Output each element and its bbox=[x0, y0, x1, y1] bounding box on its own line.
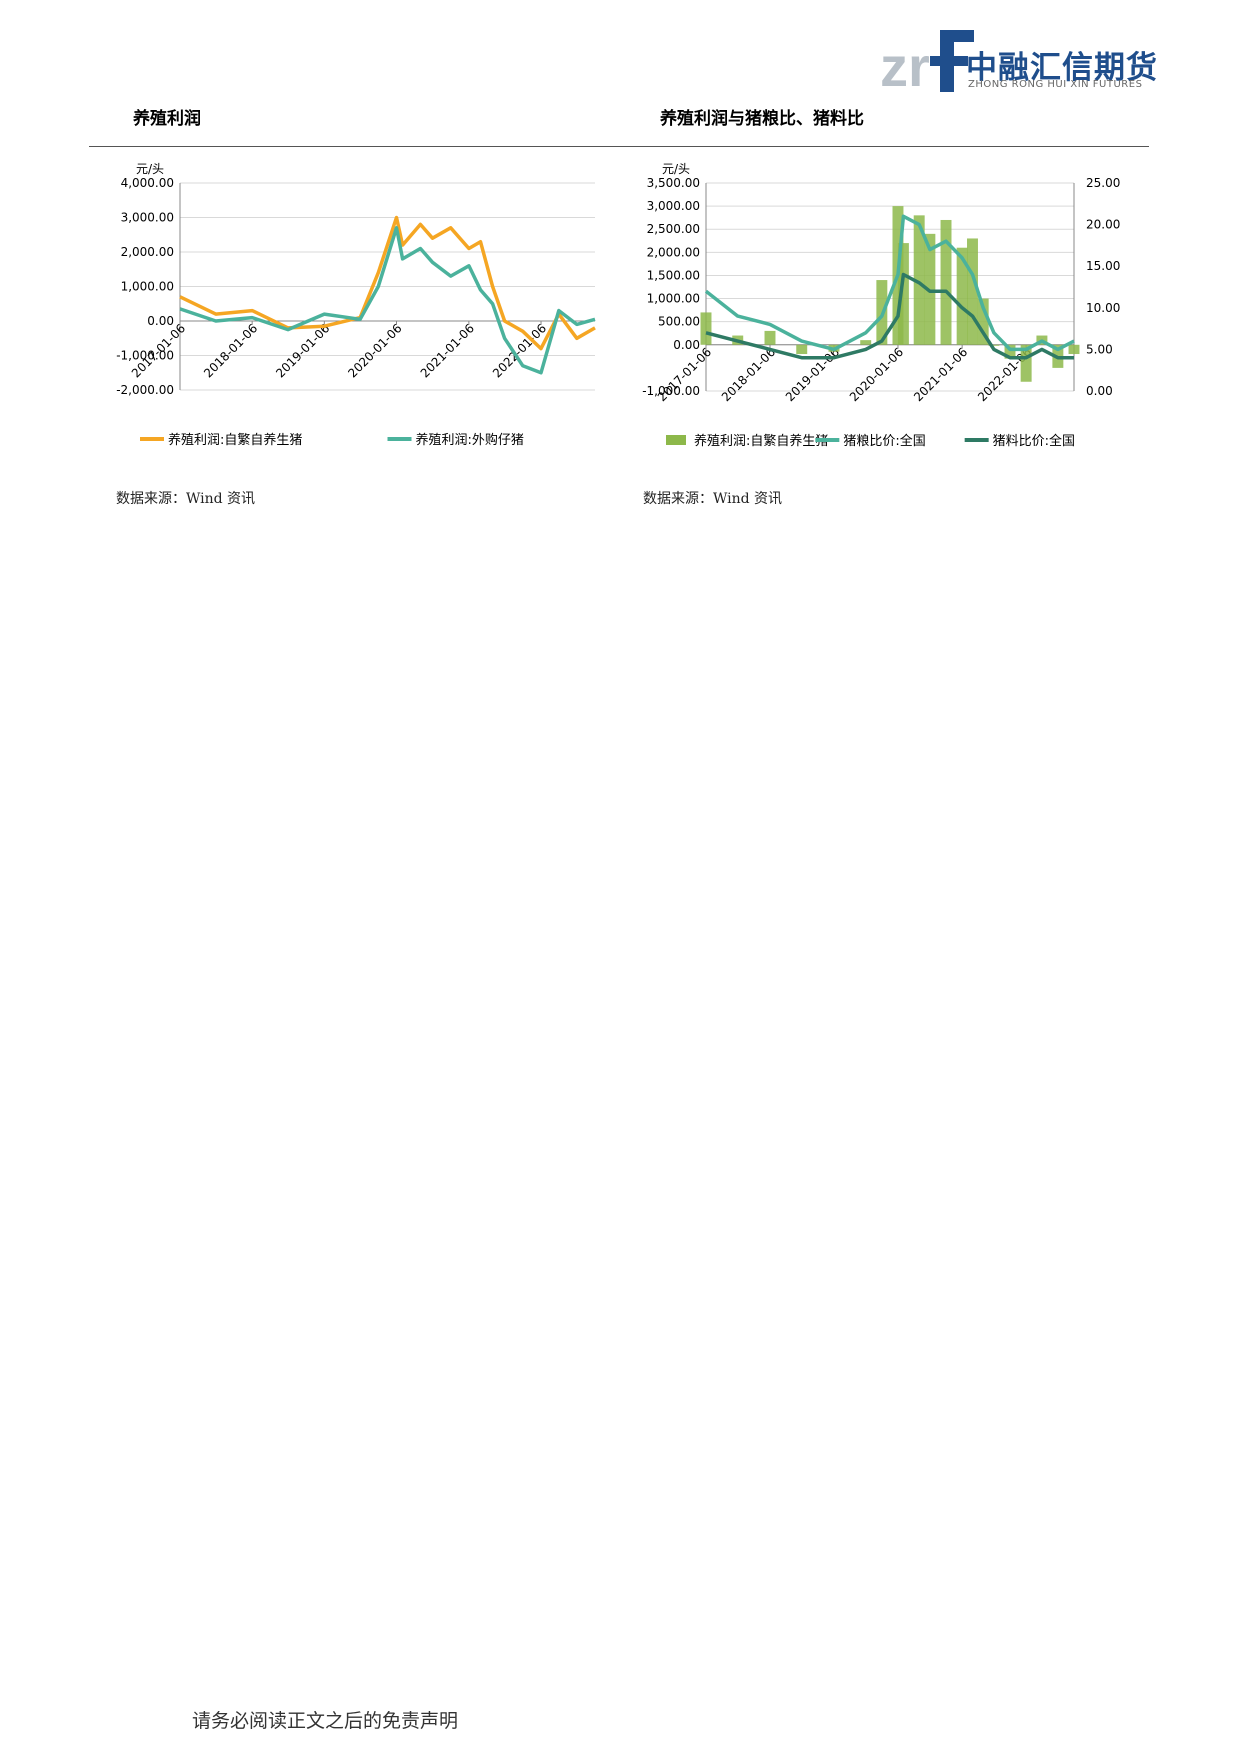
x-tick-label: 2018-01-06 bbox=[719, 345, 778, 404]
y-tick-label: 1,000.00 bbox=[121, 280, 174, 294]
chart-breeding-profit: 元/头4,000.00 3,000.00 2,000.00 1,000.00 0.00 -… bbox=[116, 162, 596, 448]
y-tick-label: 2,000.00 bbox=[647, 245, 700, 259]
bar bbox=[764, 330, 776, 345]
y2-tick-label: 0.00 bbox=[1086, 384, 1113, 398]
bar bbox=[967, 238, 978, 345]
chart-profit-vs-ratios: 元/头3,500.00 3,000.00 2,500.00 2,000.00 1,500… bbox=[642, 162, 1120, 449]
bar bbox=[913, 215, 925, 345]
bar bbox=[1004, 344, 1016, 359]
y-tick-label: 0.00 bbox=[147, 314, 174, 328]
y-tick-label: -2,000.00 bbox=[116, 383, 174, 397]
logo-chinese-name: 中融汇信期货 bbox=[966, 50, 1158, 86]
svg-text:zr: zr bbox=[880, 35, 930, 94]
y-tick-label: 2,000.00 bbox=[121, 245, 174, 259]
y-tick-label: -1,000.00 bbox=[116, 349, 174, 363]
series-line bbox=[179, 215, 596, 351]
y-axis-unit-label: 元/头 bbox=[136, 162, 164, 176]
y-tick-label: 2,500.00 bbox=[647, 222, 700, 236]
y2-tick-label: 5.00 bbox=[1086, 342, 1113, 356]
zrf-logo-icon: zr bbox=[880, 30, 974, 98]
x-tick-label: 2019-01-06 bbox=[273, 321, 332, 380]
y2-tick-label: 20.00 bbox=[1086, 218, 1120, 232]
bar bbox=[940, 219, 952, 345]
bar bbox=[988, 344, 1000, 346]
y-tick-label: 4,000.00 bbox=[121, 176, 174, 190]
y-tick-label: -1,000.00 bbox=[642, 384, 700, 398]
series-line bbox=[704, 214, 1075, 352]
y2-tick-label: 25.00 bbox=[1086, 176, 1120, 190]
y-tick-label: 1,500.00 bbox=[647, 268, 700, 282]
bar bbox=[700, 312, 712, 345]
y-axis-unit-label: 元/头 bbox=[662, 162, 690, 176]
chart2-data-source: 数据来源：Wind 资讯 bbox=[643, 491, 783, 507]
y2-tick-label: 15.00 bbox=[1086, 259, 1120, 273]
chart1-section-title: 养殖利润 bbox=[133, 109, 201, 129]
x-tick-label: 2020-01-06 bbox=[345, 321, 404, 380]
legend-label: 猪料比价:全国 bbox=[993, 433, 1075, 449]
x-tick-label: 2021-01-06 bbox=[911, 345, 970, 404]
legend-label: 养殖利润:自繁自养生猪 bbox=[694, 433, 828, 449]
y-tick-label: 1,000.00 bbox=[647, 292, 700, 306]
y-tick-label: 500.00 bbox=[658, 315, 700, 329]
y-tick-label: 3,000.00 bbox=[121, 211, 174, 225]
x-tick-label: 2020-01-06 bbox=[847, 345, 906, 404]
y-tick-label: 3,000.00 bbox=[647, 199, 700, 213]
legend-label: 养殖利润:外购仔猪 bbox=[416, 432, 524, 448]
disclaimer-footer: 请务必阅读正文之后的免责声明 bbox=[192, 1710, 459, 1732]
x-tick-label: 2021-01-06 bbox=[418, 321, 477, 380]
chart2-section-title: 养殖利润与猪粮比、猪料比 bbox=[660, 109, 864, 129]
legend-label: 养殖利润:自繁自养生猪 bbox=[168, 432, 302, 448]
bar bbox=[860, 340, 872, 345]
bar bbox=[956, 247, 968, 345]
chart1-data-source: 数据来源：Wind 资讯 bbox=[116, 491, 256, 507]
bar bbox=[1068, 344, 1080, 355]
y-tick-label: 3,500.00 bbox=[647, 176, 700, 190]
logo-english-name: ZHONG RONG HUI XIN FUTURES bbox=[968, 79, 1143, 90]
y2-tick-label: 10.00 bbox=[1086, 301, 1120, 315]
legend-label: 猪粮比价:全国 bbox=[843, 433, 925, 449]
y-tick-label: 0.00 bbox=[673, 338, 700, 352]
company-logo: zr 中融汇信期货 ZHONG RONG HUI XIN FUTURES bbox=[880, 28, 1160, 98]
legend-swatch bbox=[666, 435, 686, 445]
bar bbox=[796, 344, 808, 355]
header-divider bbox=[89, 146, 1149, 147]
series-line bbox=[179, 226, 596, 375]
series-line bbox=[705, 272, 1074, 360]
bar bbox=[977, 298, 989, 345]
x-tick-label: 2018-01-06 bbox=[201, 321, 260, 380]
bar bbox=[897, 243, 909, 345]
bar bbox=[1020, 344, 1032, 382]
